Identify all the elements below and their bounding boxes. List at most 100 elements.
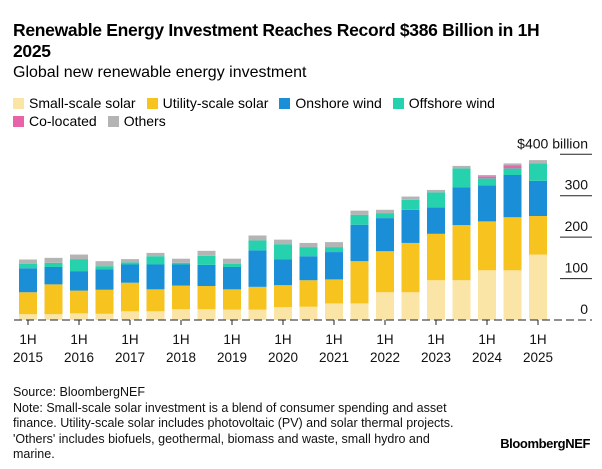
- bar-segment: [478, 178, 496, 186]
- bar-segment: [19, 314, 37, 320]
- bar-segment: [70, 313, 88, 320]
- bar-segment: [376, 213, 394, 219]
- legend-label: Offshore wind: [408, 95, 495, 111]
- bar-segment: [299, 306, 318, 320]
- bar-segment: [146, 264, 165, 290]
- legend-swatch: [146, 97, 158, 109]
- bar-segment: [197, 309, 216, 320]
- bloombergnef-logo: BloombergNEF: [500, 436, 590, 451]
- bar-segment: [529, 180, 547, 217]
- bar-segment: [223, 289, 241, 310]
- bar-segment: [478, 221, 496, 271]
- legend-item: Onshore wind: [279, 94, 382, 112]
- bar-segment: [401, 199, 420, 210]
- note-text: Note: Small-scale solar investment is a …: [13, 400, 454, 462]
- bar-segment: [529, 216, 547, 255]
- bar-segment: [325, 303, 343, 320]
- bar-segment: [19, 292, 37, 315]
- bar-segment: [478, 185, 496, 222]
- bar-segment: [376, 209, 394, 214]
- bar-segment: [299, 256, 318, 281]
- x-tick-label-half: 1H: [478, 332, 495, 347]
- bar-segment: [529, 163, 547, 181]
- x-tick-label-half: 1H: [529, 332, 546, 347]
- bar-segment: [325, 247, 343, 253]
- x-tick-label-half: 1H: [427, 332, 444, 347]
- x-tick-label-half: 1H: [19, 332, 36, 347]
- bar-segment: [197, 286, 216, 310]
- bar-segment: [529, 254, 547, 320]
- bar-segment: [95, 289, 114, 314]
- x-tick-label-year: 2017: [115, 350, 145, 365]
- bar-segment: [121, 259, 139, 263]
- legend-swatch: [392, 97, 404, 109]
- legend-swatch: [13, 97, 24, 109]
- bar-segment: [70, 259, 88, 272]
- x-tick-label-year: 2019: [217, 350, 247, 365]
- legend-label: Others: [123, 113, 166, 129]
- bar-segment: [325, 279, 343, 304]
- bar-segment: [452, 187, 471, 226]
- bar-segment: [19, 268, 37, 293]
- bar-segment: [274, 307, 292, 320]
- x-tick-label-half: 1H: [172, 332, 189, 347]
- bar-segment: [350, 224, 369, 262]
- bar-segment: [350, 214, 369, 225]
- footer-notes: Source: BloombergNEF Note: Small-scale s…: [13, 385, 473, 463]
- bar-segment: [248, 286, 267, 310]
- bar-segment: [427, 233, 445, 281]
- bar-segment: [350, 303, 369, 320]
- legend-label: Small-scale solar: [29, 95, 136, 111]
- bar-segment: [223, 309, 241, 320]
- bar-segment: [478, 270, 496, 320]
- x-tick-label-year: 2016: [64, 350, 94, 365]
- bar-segment: [478, 175, 496, 177]
- bar-segment: [503, 163, 522, 166]
- legend-item: Small-scale solar: [13, 94, 136, 112]
- bar-segment: [197, 250, 216, 256]
- bar-segment: [70, 290, 88, 314]
- bar-segment: [299, 247, 318, 257]
- bar-segment: [19, 259, 37, 264]
- legend-item: Offshore wind: [392, 94, 495, 112]
- bar-segment: [19, 263, 37, 269]
- x-tick-label-year: 2021: [319, 350, 349, 365]
- bar-segment: [146, 256, 165, 265]
- bar-segment: [503, 165, 522, 169]
- bar-segment: [121, 311, 139, 320]
- bar-segment: [172, 262, 190, 265]
- bar-segment: [95, 313, 114, 320]
- bar-segment: [376, 292, 394, 320]
- bar-segment: [172, 264, 190, 286]
- bar-segment: [401, 196, 420, 200]
- x-tick-label-year: 2022: [370, 350, 400, 365]
- bar-segment: [376, 218, 394, 252]
- bar-segment: [427, 192, 445, 208]
- bar-segment: [95, 269, 114, 290]
- bar-segment: [452, 165, 471, 169]
- legend: Small-scale solar Utility-scale solar Onsh…: [13, 94, 533, 130]
- bar-segment: [350, 261, 369, 304]
- bar-segment: [274, 259, 292, 286]
- source-text: Source: BloombergNEF: [13, 385, 146, 399]
- bar-segment: [299, 280, 318, 307]
- x-tick-label-half: 1H: [376, 332, 393, 347]
- bar-segment: [197, 255, 216, 265]
- bar-segment: [503, 175, 522, 218]
- legend-item: Others: [107, 112, 166, 130]
- bar-segment: [274, 285, 292, 308]
- bar-segment: [452, 280, 471, 320]
- bar-segment: [376, 251, 394, 293]
- bar-segment: [44, 314, 63, 320]
- legend-item: Utility-scale solar: [146, 94, 268, 112]
- bar-segment: [223, 263, 241, 267]
- bar-segment: [121, 264, 139, 283]
- x-tick-label-half: 1H: [121, 332, 138, 347]
- bar-segment: [44, 257, 63, 263]
- bar-segment: [503, 270, 522, 320]
- bar-segment: [401, 242, 420, 293]
- bar-segment: [248, 309, 267, 320]
- bar-segment: [44, 284, 63, 315]
- legend-swatch: [13, 115, 24, 127]
